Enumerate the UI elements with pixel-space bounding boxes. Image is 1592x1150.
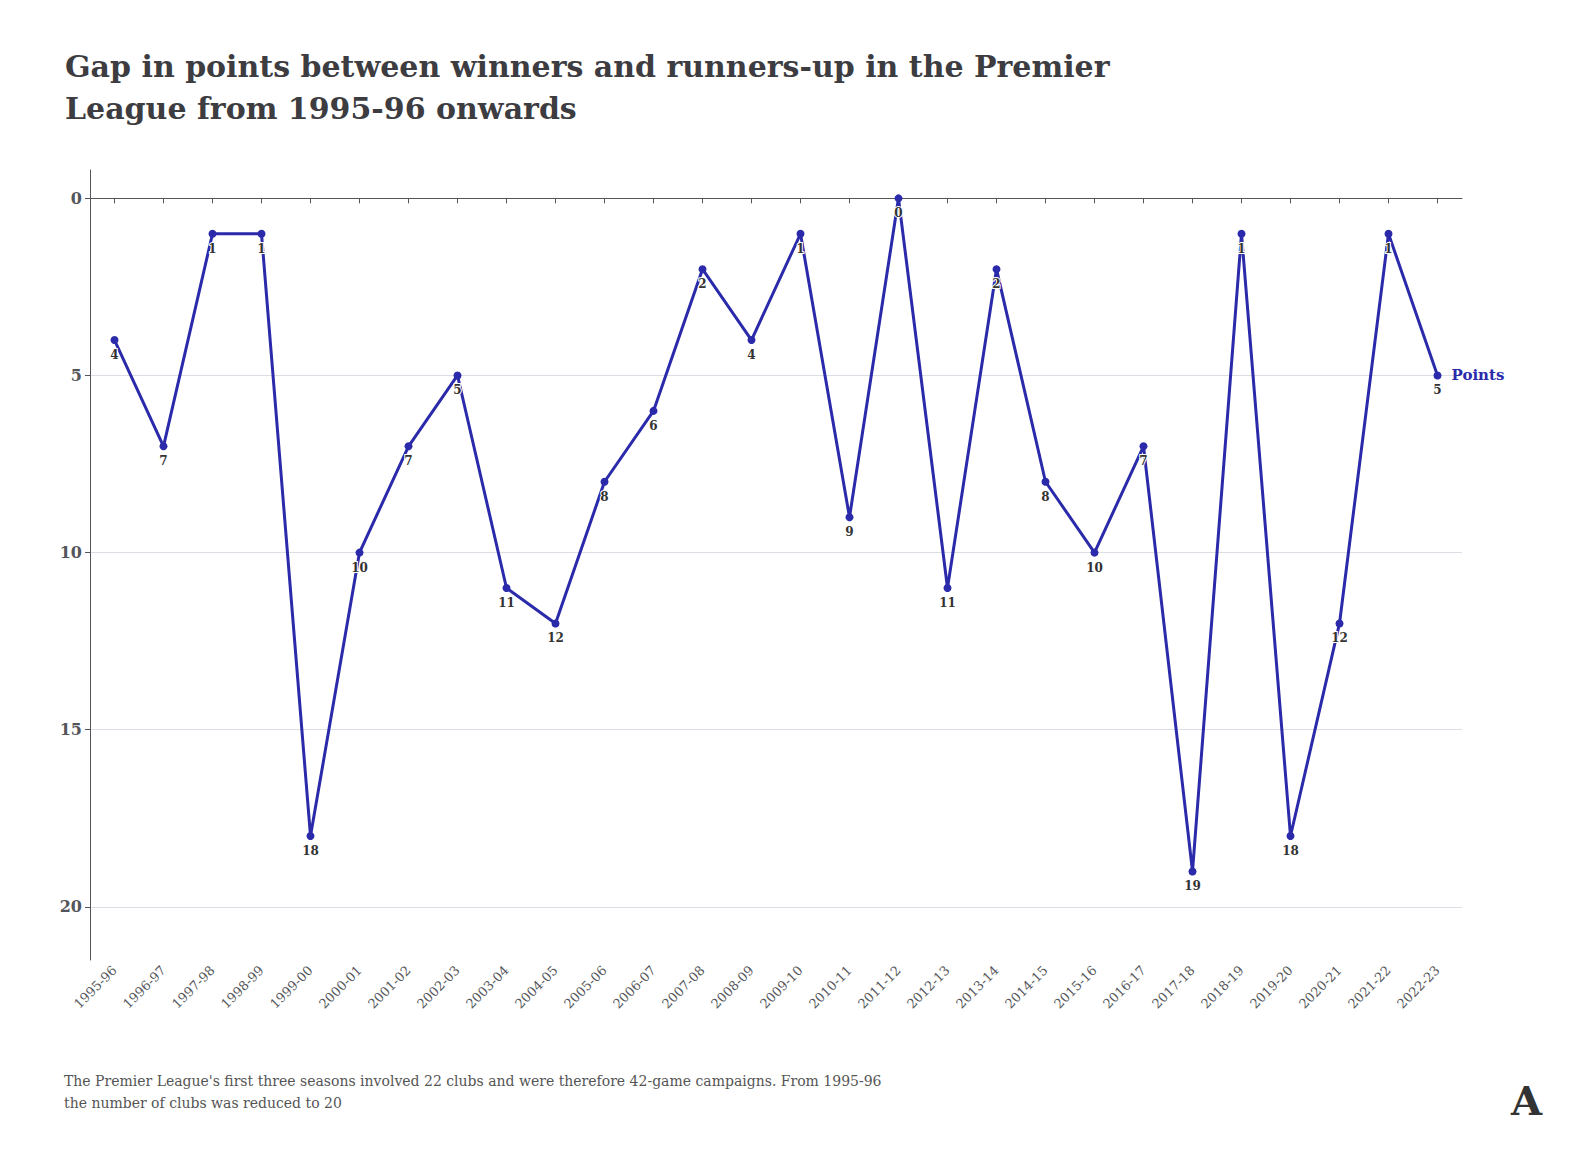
svg-text:18: 18 xyxy=(302,844,319,858)
svg-text:4: 4 xyxy=(110,348,118,362)
svg-text:2009-10: 2009-10 xyxy=(757,963,806,1012)
svg-text:5: 5 xyxy=(453,383,461,397)
svg-text:1998-99: 1998-99 xyxy=(218,963,267,1012)
svg-text:12: 12 xyxy=(1331,631,1348,645)
svg-text:2020-21: 2020-21 xyxy=(1296,963,1345,1012)
svg-text:1997-98: 1997-98 xyxy=(169,963,218,1012)
svg-text:A: A xyxy=(1510,1077,1543,1124)
svg-text:1: 1 xyxy=(1237,242,1245,256)
svg-text:0: 0 xyxy=(71,189,82,208)
svg-text:11: 11 xyxy=(939,596,956,610)
svg-text:2003-04: 2003-04 xyxy=(463,963,512,1012)
svg-text:7: 7 xyxy=(404,454,412,468)
svg-text:2019-20: 2019-20 xyxy=(1247,963,1296,1012)
svg-text:1995-96: 1995-96 xyxy=(71,963,120,1012)
svg-text:8: 8 xyxy=(1041,490,1049,504)
svg-text:Points: Points xyxy=(1452,366,1505,384)
svg-text:2012-13: 2012-13 xyxy=(904,963,953,1012)
svg-text:2: 2 xyxy=(992,277,1000,291)
svg-text:1: 1 xyxy=(796,242,804,256)
svg-text:15: 15 xyxy=(60,720,82,739)
svg-text:2005-06: 2005-06 xyxy=(561,963,610,1012)
svg-text:19: 19 xyxy=(1184,879,1201,893)
svg-text:20: 20 xyxy=(60,897,82,916)
svg-text:11: 11 xyxy=(498,596,515,610)
svg-text:1: 1 xyxy=(1384,242,1392,256)
svg-text:9: 9 xyxy=(845,525,853,539)
svg-text:1999-00: 1999-00 xyxy=(267,963,316,1012)
svg-text:1: 1 xyxy=(257,242,265,256)
svg-text:2011-12: 2011-12 xyxy=(855,963,904,1012)
svg-text:2015-16: 2015-16 xyxy=(1051,963,1100,1012)
svg-text:2014-15: 2014-15 xyxy=(1002,963,1051,1012)
svg-text:10: 10 xyxy=(1086,561,1103,575)
svg-text:6: 6 xyxy=(649,419,657,433)
svg-text:7: 7 xyxy=(159,454,167,468)
svg-text:2008-09: 2008-09 xyxy=(708,963,757,1012)
svg-text:8: 8 xyxy=(600,490,608,504)
svg-text:2022-23: 2022-23 xyxy=(1394,963,1443,1012)
svg-text:2007-08: 2007-08 xyxy=(659,963,708,1012)
svg-text:5: 5 xyxy=(71,366,82,385)
svg-text:12: 12 xyxy=(547,631,564,645)
svg-text:2001-02: 2001-02 xyxy=(365,963,414,1012)
svg-text:5: 5 xyxy=(1433,383,1441,397)
svg-text:2013-14: 2013-14 xyxy=(953,963,1002,1012)
svg-text:2018-19: 2018-19 xyxy=(1198,963,1247,1012)
svg-text:2016-17: 2016-17 xyxy=(1100,963,1149,1012)
svg-text:4: 4 xyxy=(747,348,755,362)
svg-text:the number of clubs was reduce: the number of clubs was reduced to 20 xyxy=(64,1095,342,1111)
svg-text:2000-01: 2000-01 xyxy=(316,963,365,1012)
svg-text:2002-03: 2002-03 xyxy=(414,963,463,1012)
svg-text:2017-18: 2017-18 xyxy=(1149,963,1198,1012)
svg-text:2: 2 xyxy=(698,277,706,291)
svg-text:2010-11: 2010-11 xyxy=(806,963,855,1012)
svg-text:1996-97: 1996-97 xyxy=(120,963,169,1012)
svg-text:10: 10 xyxy=(60,543,82,562)
svg-text:Gap in points between winners: Gap in points between winners and runner… xyxy=(65,49,1111,84)
svg-text:0: 0 xyxy=(894,206,902,220)
svg-text:10: 10 xyxy=(351,561,368,575)
svg-text:7: 7 xyxy=(1139,454,1147,468)
svg-text:1: 1 xyxy=(208,242,216,256)
svg-text:2006-07: 2006-07 xyxy=(610,963,659,1012)
svg-text:The Premier League's first thr: The Premier League's first three seasons… xyxy=(64,1073,882,1089)
svg-text:League from 1995-96 onwards: League from 1995-96 onwards xyxy=(65,91,577,126)
svg-text:2004-05: 2004-05 xyxy=(512,963,561,1012)
svg-text:18: 18 xyxy=(1282,844,1299,858)
svg-text:2021-22: 2021-22 xyxy=(1345,963,1394,1012)
